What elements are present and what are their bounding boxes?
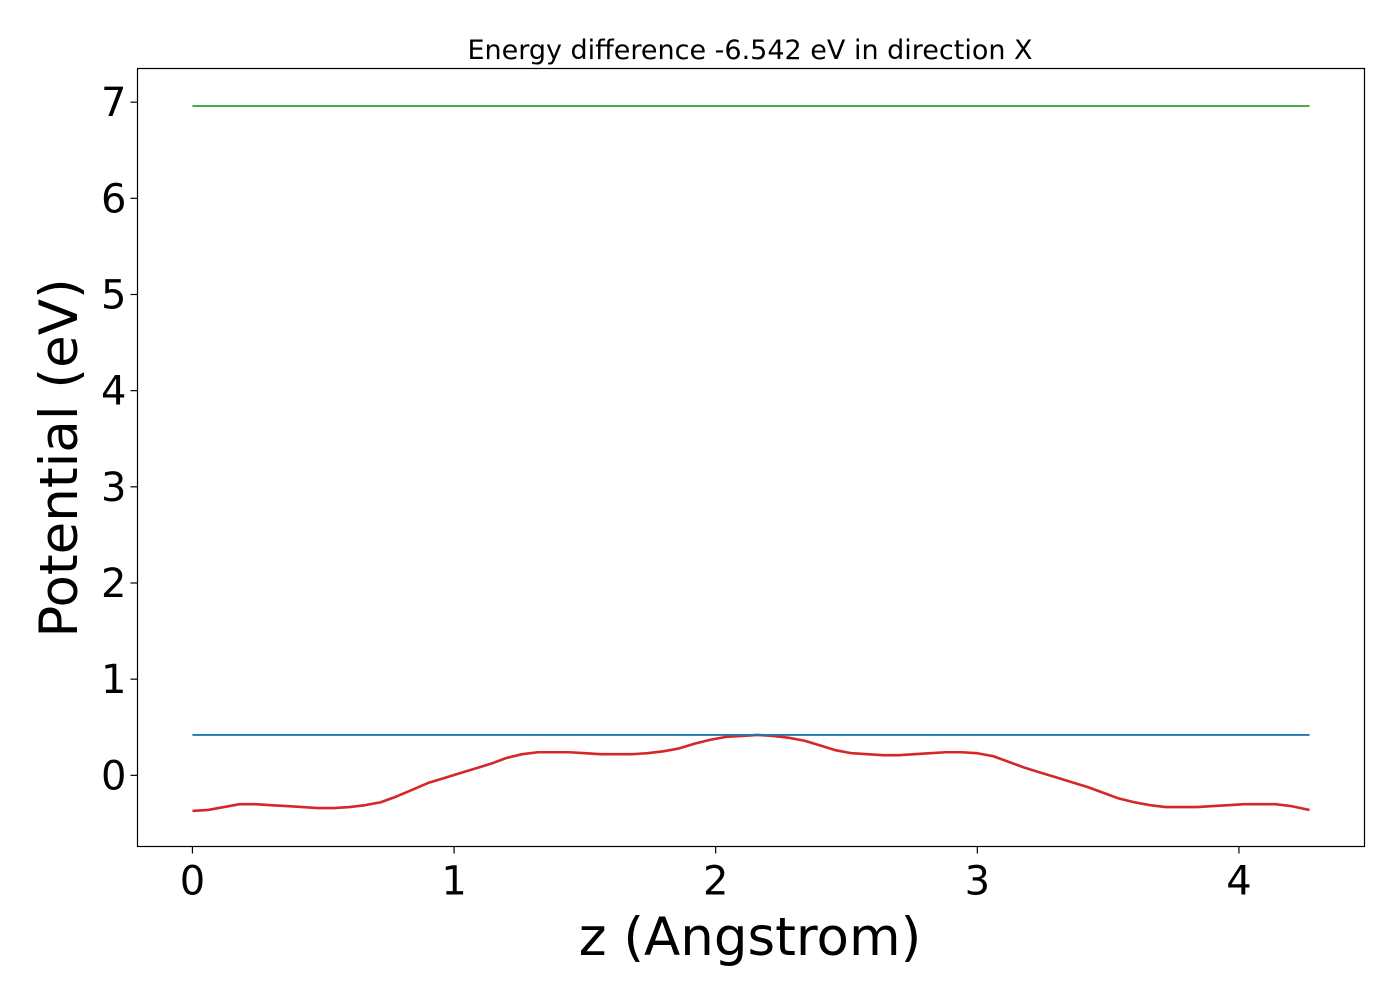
x-axis: 0 1 2 3 4 (180, 846, 1252, 905)
plot-area (192, 105, 1310, 813)
y-tick-label: 6 (101, 176, 126, 222)
x-tick-label: 3 (965, 859, 990, 905)
y-tick-label: 1 (101, 657, 126, 703)
axes-frame (136, 67, 1366, 848)
chart-title: Energy difference -6.542 eV in direction… (467, 35, 1032, 66)
y-tick-label: 3 (101, 465, 126, 511)
y-tick-label: 2 (101, 561, 126, 607)
x-tick-label: 1 (441, 859, 466, 905)
y-tick-label: 4 (101, 369, 126, 415)
y-axis: 0 1 2 3 4 5 6 7 (101, 80, 138, 799)
y-axis-label: Potential (eV) (29, 278, 90, 637)
y-tick-label: 0 (101, 753, 126, 799)
x-tick-label: 0 (180, 859, 205, 905)
x-axis-label: z (Angstrom) (579, 907, 922, 968)
y-tick-label: 5 (101, 272, 126, 318)
x-tick-label: 2 (703, 859, 728, 905)
y-tick-label: 7 (101, 80, 126, 126)
x-tick-label: 4 (1226, 859, 1251, 905)
